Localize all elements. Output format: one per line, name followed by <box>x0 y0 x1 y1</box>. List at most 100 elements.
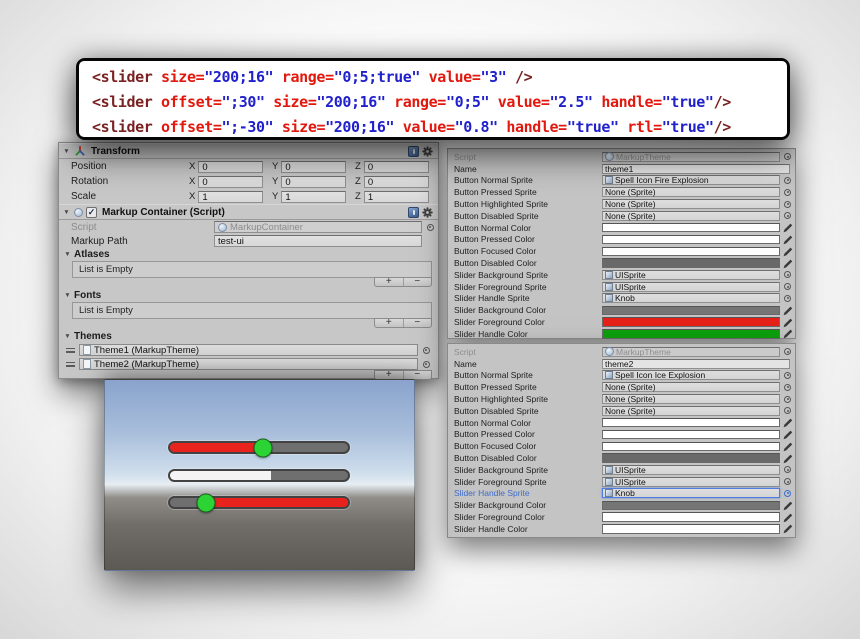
object-field[interactable]: MarkupTheme <box>602 151 780 162</box>
fonts-foldout[interactable]: ▼ Fonts <box>59 289 438 302</box>
property-row[interactable]: Name theme1 <box>448 163 795 175</box>
property-row[interactable]: Slider Handle Sprite Knob <box>448 488 795 500</box>
drag-handle-icon[interactable] <box>65 361 77 368</box>
object-field[interactable]: UISprite <box>602 281 780 292</box>
color-swatch[interactable] <box>602 453 780 463</box>
color-swatch[interactable] <box>602 417 780 428</box>
eyedropper-icon[interactable] <box>780 246 795 257</box>
theme-list-item[interactable]: Theme1 (MarkupTheme) <box>65 343 438 357</box>
object-field[interactable]: UISprite <box>602 476 780 487</box>
eyedropper-icon[interactable] <box>780 305 795 316</box>
color-swatch[interactable] <box>602 222 780 233</box>
property-row[interactable]: Script MarkupTheme <box>448 346 795 358</box>
slider-knob[interactable] <box>253 438 273 457</box>
property-row[interactable]: Button Normal Sprite Spell Icon Ice Explo… <box>448 370 795 382</box>
color-swatch[interactable] <box>602 524 780 534</box>
property-row[interactable]: Button Normal Color <box>448 222 795 234</box>
position-x-field[interactable]: 0 <box>198 160 263 173</box>
gear-icon[interactable] <box>422 145 433 157</box>
property-row[interactable]: Name theme2 <box>448 358 795 370</box>
color-swatch[interactable] <box>602 429 780 440</box>
color-swatch[interactable] <box>602 258 780 268</box>
object-field[interactable]: UISprite <box>602 269 780 280</box>
themes-foldout[interactable]: ▼ Themes <box>59 330 438 343</box>
property-row[interactable]: Slider Foreground Sprite UISprite <box>448 281 795 293</box>
object-field[interactable]: None (Sprite) <box>602 382 780 393</box>
object-picker-icon[interactable] <box>422 346 430 354</box>
property-row[interactable]: Slider Handle Color <box>448 523 795 535</box>
add-button[interactable]: + <box>375 277 404 287</box>
object-field[interactable]: Knob <box>602 293 780 304</box>
eyedropper-icon[interactable] <box>780 429 795 440</box>
property-row[interactable]: Button Disabled Sprite None (Sprite) <box>448 210 795 222</box>
property-row[interactable]: Script MarkupTheme <box>448 151 795 163</box>
theme-object-field[interactable]: Theme2 (MarkupTheme) <box>79 358 418 370</box>
object-picker-icon[interactable] <box>784 212 791 220</box>
scale-z-field[interactable]: 1 <box>363 190 429 203</box>
property-row[interactable]: Slider Foreground Color <box>448 511 795 523</box>
color-swatch[interactable] <box>602 234 780 245</box>
scale-y-field[interactable]: 1 <box>281 190 346 203</box>
property-row[interactable]: Slider Handle Sprite Knob <box>448 293 795 305</box>
object-picker-icon[interactable] <box>784 478 791 486</box>
object-picker-icon[interactable] <box>784 466 791 474</box>
rotation-y-field[interactable]: 0 <box>281 175 346 188</box>
eyedropper-icon[interactable] <box>780 500 795 511</box>
help-book-icon[interactable] <box>408 206 419 218</box>
color-swatch[interactable] <box>602 305 780 315</box>
foldout-icon[interactable]: ▼ <box>63 208 70 216</box>
object-picker-icon[interactable] <box>784 283 791 291</box>
object-picker-icon[interactable] <box>784 188 791 196</box>
object-picker-icon[interactable] <box>426 223 434 231</box>
object-picker-icon[interactable] <box>784 407 791 415</box>
eyedropper-icon[interactable] <box>780 317 795 328</box>
transform-component-header[interactable]: ▼ Transform <box>59 143 438 159</box>
property-row[interactable]: Button Normal Sprite Spell Icon Fire Expl… <box>448 175 795 187</box>
remove-button[interactable]: − <box>414 369 421 380</box>
slider-knob[interactable] <box>196 493 216 512</box>
property-row[interactable]: Slider Background Sprite UISprite <box>448 269 795 281</box>
color-swatch[interactable] <box>602 329 780 339</box>
foldout-icon[interactable]: ▼ <box>63 147 70 155</box>
color-swatch[interactable] <box>602 500 780 510</box>
property-row[interactable]: Button Disabled Sprite None (Sprite) <box>448 405 795 417</box>
object-field[interactable]: Knob <box>602 488 780 499</box>
color-swatch[interactable] <box>602 441 780 452</box>
position-y-field[interactable]: 0 <box>281 160 346 173</box>
property-row[interactable]: Button Disabled Color <box>448 257 795 269</box>
help-book-icon[interactable] <box>408 145 419 157</box>
object-picker-icon[interactable] <box>784 176 791 184</box>
object-picker-icon[interactable] <box>784 383 791 391</box>
foldout-icon[interactable]: ▼ <box>64 333 71 340</box>
foldout-icon[interactable]: ▼ <box>64 292 71 299</box>
enabled-checkbox[interactable]: ✓ <box>86 206 97 218</box>
eyedropper-icon[interactable] <box>780 512 795 523</box>
eyedropper-icon[interactable] <box>780 441 795 452</box>
markup-path-field[interactable]: test-ui <box>214 235 422 247</box>
rotation-z-field[interactable]: 0 <box>363 175 429 188</box>
eyedropper-icon[interactable] <box>780 328 795 339</box>
property-row[interactable]: Button Pressed Sprite None (Sprite) <box>448 186 795 198</box>
object-picker-icon[interactable] <box>422 360 430 368</box>
name-field[interactable]: theme2 <box>602 358 790 369</box>
object-field[interactable]: None (Sprite) <box>602 199 780 210</box>
object-picker-icon[interactable] <box>784 348 791 356</box>
eyedropper-icon[interactable] <box>780 234 795 245</box>
object-picker-icon[interactable] <box>784 271 791 279</box>
rotation-x-field[interactable]: 0 <box>198 175 263 188</box>
property-row[interactable]: Button Focused Color <box>448 440 795 452</box>
rendered-slider[interactable] <box>168 493 350 512</box>
eyedropper-icon[interactable] <box>780 222 795 233</box>
remove-button[interactable]: − <box>414 276 421 287</box>
eyedropper-icon[interactable] <box>780 453 795 464</box>
property-row[interactable]: Slider Background Color <box>448 499 795 511</box>
script-object-field[interactable]: MarkupContainer <box>214 221 422 233</box>
color-swatch[interactable] <box>602 246 780 257</box>
gear-icon[interactable] <box>422 206 433 218</box>
atlases-foldout[interactable]: ▼ Atlases <box>59 248 438 261</box>
object-picker-icon[interactable] <box>784 395 791 403</box>
object-field[interactable]: None (Sprite) <box>602 394 780 405</box>
property-row[interactable]: Button Focused Color <box>448 245 795 257</box>
property-row[interactable]: Slider Background Sprite UISprite <box>448 464 795 476</box>
object-field[interactable]: Spell Icon Ice Explosion <box>602 370 780 381</box>
